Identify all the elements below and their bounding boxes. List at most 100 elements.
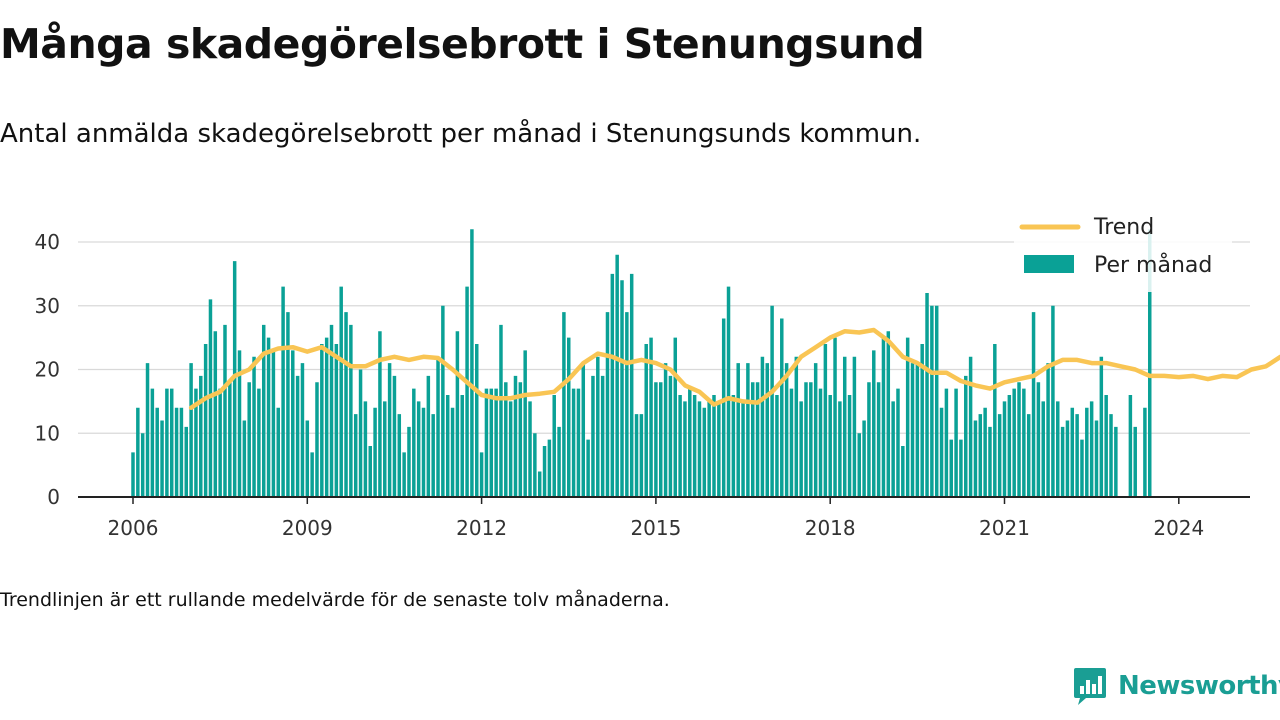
bar <box>402 452 406 497</box>
bar <box>997 414 1002 497</box>
bar <box>799 401 803 497</box>
bar <box>155 407 159 497</box>
bar <box>576 388 581 497</box>
bar <box>397 414 402 497</box>
bar <box>484 388 489 497</box>
bar <box>755 382 760 497</box>
x-tick-label: 2012 <box>456 516 507 540</box>
x-tick-label: 2015 <box>630 516 681 540</box>
bar <box>266 337 271 497</box>
bar <box>1002 401 1007 497</box>
bar <box>228 382 232 497</box>
bar <box>872 350 876 497</box>
bar <box>901 446 905 497</box>
bar <box>1026 414 1031 497</box>
bar <box>300 363 305 497</box>
bar <box>591 375 595 497</box>
newsworthy-logo-text: Newsworthy <box>1118 671 1280 701</box>
bar <box>1080 439 1084 497</box>
bar <box>838 401 842 497</box>
bar <box>920 344 924 497</box>
bar <box>1099 356 1104 497</box>
footnote: Trendlinjen är ett rullande medelvärde f… <box>0 589 670 611</box>
bar <box>794 356 799 497</box>
bar <box>441 305 445 497</box>
bar <box>1056 401 1060 497</box>
bar <box>320 344 324 497</box>
bar <box>663 363 668 497</box>
bar <box>1046 363 1050 497</box>
bar <box>184 426 189 497</box>
y-tick-label: 30 <box>35 294 60 318</box>
bar <box>218 388 222 497</box>
bar <box>770 305 774 497</box>
bar <box>746 363 750 497</box>
bar <box>358 369 363 497</box>
bar <box>1114 426 1118 497</box>
bar <box>625 312 629 497</box>
bar <box>165 388 169 497</box>
y-tick-label: 10 <box>35 421 60 445</box>
bar <box>383 401 387 497</box>
bar <box>939 407 944 497</box>
bar <box>886 331 891 497</box>
bar <box>571 388 576 497</box>
bar <box>1085 407 1089 497</box>
bar <box>169 388 174 497</box>
bar <box>436 356 440 497</box>
bar <box>910 363 915 497</box>
bar <box>702 407 707 497</box>
bar <box>1012 388 1016 497</box>
bar <box>349 324 353 497</box>
bar <box>857 433 861 497</box>
legend-bar-swatch <box>1024 255 1074 273</box>
bar <box>1070 407 1075 497</box>
bar <box>973 420 978 497</box>
bar <box>489 388 494 497</box>
bar <box>533 433 537 497</box>
bar <box>150 388 155 497</box>
bar <box>416 401 421 497</box>
bar <box>736 363 740 497</box>
bar <box>765 363 770 497</box>
bar <box>286 312 290 497</box>
bar <box>257 388 261 497</box>
bar <box>1022 388 1026 497</box>
bar <box>915 363 920 497</box>
bar <box>804 382 808 497</box>
y-tick-label: 0 <box>47 485 60 509</box>
bar <box>421 407 426 497</box>
bar <box>954 388 958 497</box>
bar <box>373 407 377 497</box>
bar <box>557 426 561 497</box>
bar <box>1143 407 1147 497</box>
bar <box>315 382 319 497</box>
bar <box>518 382 523 497</box>
bar <box>644 344 648 497</box>
bar <box>1094 420 1099 497</box>
x-tick-label: 2021 <box>979 516 1030 540</box>
bar <box>983 407 987 497</box>
bar <box>353 414 358 497</box>
bar <box>634 414 639 497</box>
bar <box>813 363 818 497</box>
bar <box>688 388 692 497</box>
bar <box>523 350 527 497</box>
bar <box>726 286 731 497</box>
bar <box>707 401 711 497</box>
bar <box>741 401 745 497</box>
bar <box>494 388 498 497</box>
bar <box>649 337 653 497</box>
bar <box>223 324 227 497</box>
bar <box>291 350 295 497</box>
bar <box>721 318 726 497</box>
bar <box>789 388 794 497</box>
bar <box>731 395 736 497</box>
bar <box>692 395 697 497</box>
bar <box>252 356 256 497</box>
bar <box>1007 395 1012 497</box>
bar <box>470 229 474 497</box>
bar <box>1148 229 1152 497</box>
trend-line <box>188 327 1280 411</box>
bar <box>131 452 135 497</box>
